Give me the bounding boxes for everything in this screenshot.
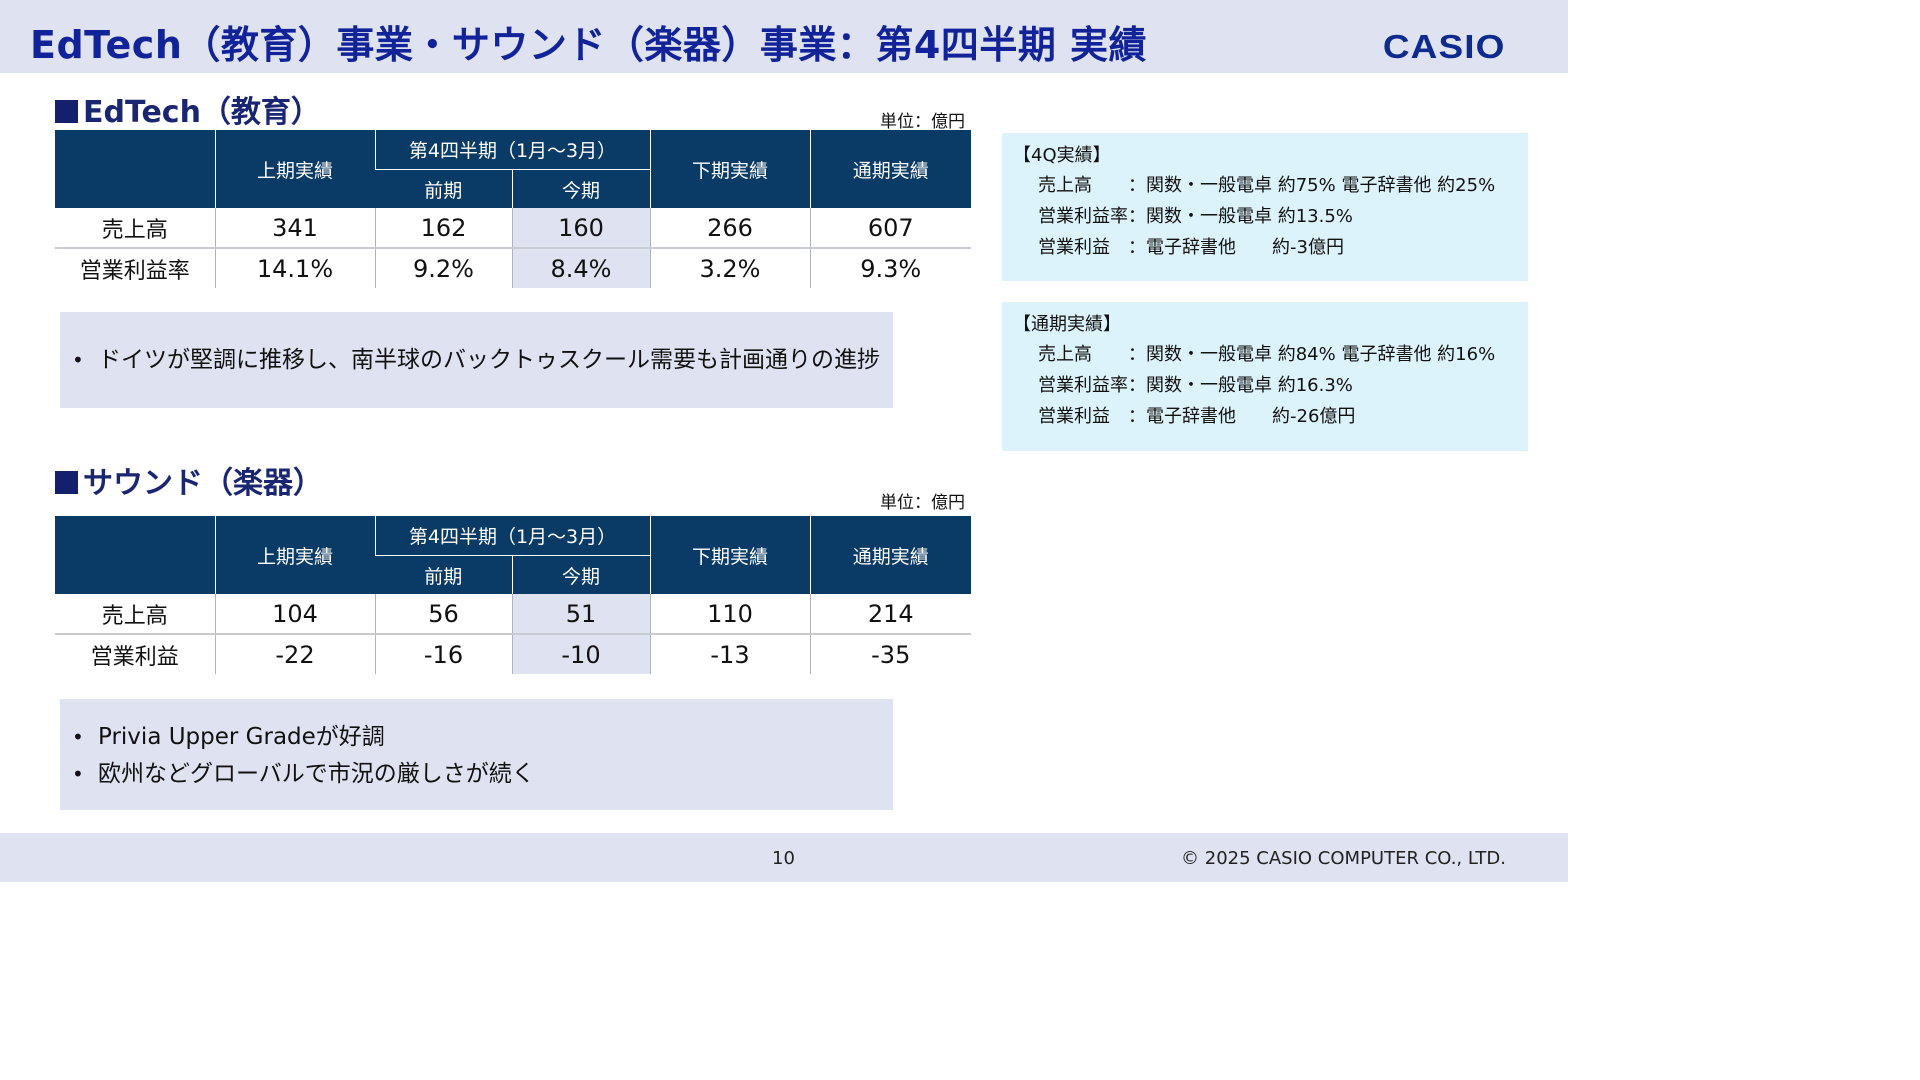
col-header-this-year: 今期	[511, 555, 650, 594]
row-label: 営業利益	[90, 644, 179, 670]
page-number: 10	[772, 848, 795, 869]
col-header-full-year: 通期実績	[809, 516, 971, 594]
cell-value-highlight: 160	[511, 208, 650, 249]
note-row-value: 電子辞書他 約-26億円	[1146, 406, 1356, 427]
sound-section-label: サウンド（楽器）	[83, 466, 323, 501]
comment-item: 欧州などグローバルで市況の厳しさが続く	[72, 756, 893, 793]
table-row: 売上高 341 162 160 266 607	[55, 208, 971, 249]
slide-footer: 10 © 2025 CASIO COMPUTER CO., LTD.	[0, 833, 1568, 882]
cell-value: 56	[374, 594, 512, 635]
square-bullet-icon	[55, 471, 78, 494]
cell-value: -13	[649, 634, 810, 674]
col-header-first-half: 上期実績	[214, 516, 375, 594]
edtech-comment-box: ドイツが堅調に推移し、南半球のバックトゥスクール需要も計画通りの進捗	[60, 312, 893, 408]
row-label: 営業利益率	[79, 258, 190, 284]
cell-value: 341	[214, 208, 375, 249]
edtech-results-table: 上期実績 第4四半期（1月～3月） 下期実績 通期実績 前期 今期 売上高 34…	[55, 130, 971, 288]
note-row-value: 関数・一般電卓 約16.3%	[1146, 375, 1353, 396]
note-row: 営業利益 ：電子辞書他 約-3億円	[1038, 233, 1344, 259]
cell-value: -22	[214, 634, 375, 674]
note-row-label: 営業利益率	[1038, 206, 1128, 227]
cell-value-highlight: -10	[511, 634, 650, 674]
q4-results-note: 【4Q実績】 売上高 ：関数・一般電卓 約75% 電子辞書他 約25% 営業利益率…	[1002, 133, 1528, 281]
slide-header: EdTech（教育）事業・サウンド（楽器）事業：第4四半期 実績 CASIO	[0, 0, 1568, 73]
slide-title: EdTech（教育）事業・サウンド（楽器）事業：第4四半期 実績	[30, 23, 1148, 67]
note-row-separator: ：	[1128, 175, 1146, 196]
col-header-second-half: 下期実績	[649, 516, 810, 594]
table-row: 営業利益 -22 -16 -10 -13 -35	[55, 634, 971, 674]
note-row-value: 電子辞書他 約-3億円	[1146, 237, 1344, 258]
note-heading: 【通期実績】	[1013, 314, 1121, 335]
casio-logo: CASIO	[1383, 28, 1506, 65]
note-row-separator: ：	[1128, 206, 1146, 227]
note-row-value: 関数・一般電卓 約13.5%	[1146, 206, 1353, 227]
note-row: 営業利益 ：電子辞書他 約-26億円	[1038, 402, 1355, 428]
col-header-q4-group: 第4四半期（1月～3月）	[374, 130, 650, 170]
cell-value-highlight: 51	[511, 594, 650, 635]
note-row-label: 売上高	[1038, 344, 1092, 365]
sound-unit-label: 単位：億円	[880, 493, 965, 513]
col-header-second-half: 下期実績	[649, 130, 810, 208]
copyright-text: © 2025 CASIO COMPUTER CO., LTD.	[1181, 848, 1506, 869]
cell-value: -16	[374, 634, 512, 674]
cell-value: 214	[809, 594, 971, 635]
note-heading: 【4Q実績】	[1013, 145, 1111, 166]
row-label: 売上高	[55, 594, 215, 635]
cell-value: -35	[809, 634, 971, 674]
note-row-separator: ：	[1128, 344, 1146, 365]
col-header-prev-year: 前期	[375, 555, 512, 594]
cell-value: 162	[374, 208, 512, 249]
col-header-first-half: 上期実績	[214, 130, 375, 208]
note-row: 売上高 ：関数・一般電卓 約75% 電子辞書他 約25%	[1038, 171, 1495, 197]
cell-value: 9.2%	[374, 248, 512, 288]
sound-comment-box: Privia Upper Gradeが好調 欧州などグローバルで市況の厳しさが続…	[60, 699, 893, 810]
note-row: 営業利益率：関数・一般電卓 約13.5%	[1038, 202, 1353, 228]
col-header-this-year: 今期	[511, 169, 650, 208]
note-row-separator: ：	[1128, 237, 1146, 258]
sound-section-title: サウンド（楽器）	[55, 458, 323, 502]
edtech-section-title: EdTech（教育）	[55, 87, 321, 131]
table-corner-cell	[55, 516, 215, 594]
cell-value: 607	[809, 208, 971, 249]
note-row: 売上高 ：関数・一般電卓 約84% 電子辞書他 約16%	[1038, 340, 1495, 366]
table-row: 営業利益率 14.1% 9.2% 8.4% 3.2% 9.3%	[55, 248, 971, 288]
row-label: 売上高	[55, 208, 215, 249]
note-row-label: 売上高	[1038, 175, 1092, 196]
cell-value: 3.2%	[649, 248, 810, 288]
cell-value-highlight: 8.4%	[511, 248, 650, 288]
comment-item: Privia Upper Gradeが好調	[72, 719, 893, 756]
col-header-prev-year: 前期	[375, 169, 512, 208]
cell-value: 110	[649, 594, 810, 635]
note-row-separator: ：	[1128, 406, 1146, 427]
full-year-results-note: 【通期実績】 売上高 ：関数・一般電卓 約84% 電子辞書他 約16% 営業利益率…	[1002, 302, 1528, 451]
note-row: 営業利益率：関数・一般電卓 約16.3%	[1038, 371, 1353, 397]
note-row-label: 営業利益	[1038, 237, 1110, 258]
cell-value: 104	[214, 594, 375, 635]
note-row-value: 関数・一般電卓 約75% 電子辞書他 約25%	[1146, 175, 1496, 196]
cell-value: 9.3%	[809, 248, 971, 288]
edtech-unit-label: 単位：億円	[880, 112, 965, 132]
note-row-separator: ：	[1128, 375, 1146, 396]
note-row-value: 関数・一般電卓 約84% 電子辞書他 約16%	[1146, 344, 1496, 365]
table-row: 売上高 104 56 51 110 214	[55, 594, 971, 635]
cell-value: 266	[649, 208, 810, 249]
table-corner-cell	[55, 130, 215, 208]
comment-item: ドイツが堅調に推移し、南半球のバックトゥスクール需要も計画通りの進捗	[72, 342, 893, 379]
cell-value: 14.1%	[214, 248, 375, 288]
square-bullet-icon	[55, 100, 78, 123]
col-header-q4-group: 第4四半期（1月～3月）	[374, 516, 650, 556]
note-row-label: 営業利益	[1038, 406, 1110, 427]
note-row-label: 営業利益率	[1038, 375, 1128, 396]
sound-results-table: 上期実績 第4四半期（1月～3月） 下期実績 通期実績 前期 今期 売上高 10…	[55, 516, 971, 674]
col-header-full-year: 通期実績	[809, 130, 971, 208]
edtech-section-label: EdTech（教育）	[83, 95, 321, 130]
